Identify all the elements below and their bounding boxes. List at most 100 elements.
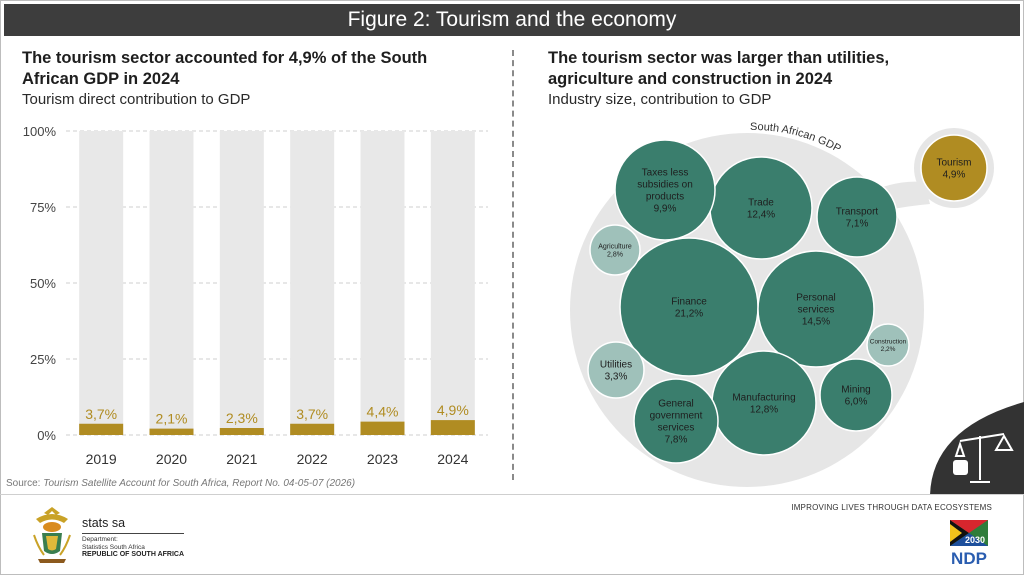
ndp-text: NDP [951,549,987,568]
y-tick-label: 100% [23,124,57,139]
bubble-value-label: 2,2% [881,346,896,353]
y-tick-label: 50% [30,276,56,291]
bar-value-label: 4,4% [367,404,399,420]
bubble-label: Mining [841,385,870,396]
bar-background [290,131,335,435]
x-tick-label: 2020 [156,451,187,467]
x-tick-label: 2021 [226,451,257,467]
tourism-gdp-bar-chart: 0% 25% 50% 75% 100% 3,7% 2019 2,1% 2020 2,3% 2021 3… [23,124,488,467]
bubble-value-label: 9,9% [654,204,677,215]
y-tick-label: 75% [30,200,56,215]
bubble-label: General government services [650,399,703,434]
bubble-label-line: products [646,192,684,203]
right-panel-heading: The tourism sector was larger than utili… [548,49,890,88]
bubble-label-line: Tourism [936,158,971,169]
bar [149,428,194,435]
department-line-1: Department: [82,536,118,543]
bubble [587,341,645,399]
bubble [866,323,910,367]
bubble-value-label: 4,9% [943,170,966,181]
bubble-value-label: 21,2% [675,309,703,320]
left-panel-subheading: Tourism direct contribution to GDP [22,91,251,108]
bubble-value-label: 7,8% [665,435,688,446]
bubble-value-label: 2,8% [607,252,623,259]
scale-icon [954,433,1014,483]
bubble-label: Trade [748,198,774,209]
x-tick-label: 2019 [86,451,117,467]
bubble-label: Personal services [796,293,835,316]
scale-right-pan [994,433,1014,451]
bar [290,423,335,435]
x-tick-label: 2022 [297,451,328,467]
scale-left-pan [954,440,966,457]
logo-rule [82,533,184,534]
bubble [633,378,719,464]
bar-background [79,131,124,435]
bubble-label-line: Mining [841,385,870,396]
bubble-value-label: 3,3% [605,372,628,383]
bar-value-label: 3,7% [85,406,117,422]
bubble-value-label: 7,1% [846,219,869,230]
bar-background [360,131,405,435]
y-tick-label: 25% [30,352,56,367]
x-tick-label: 2023 [367,451,398,467]
department-text: Department: Statistics South Africa [82,536,145,551]
stats-sa-logo: stats sa [82,516,126,530]
bubble-label-line: services [658,423,695,434]
figure-title: Figure 2: Tourism and the economy [4,4,1020,36]
x-tick-label: 2024 [437,451,468,467]
bubble-label-line: government [650,411,703,422]
bar [219,428,264,435]
bubble [816,176,898,258]
bubble-label-line: Construction [870,338,907,345]
y-tick-label: 0% [37,428,56,443]
bar-background [430,131,475,435]
bubble-label: Manufacturing [732,393,795,404]
bubble-label: Utilities [600,360,632,371]
ndp-year: 2030 [965,535,985,545]
bubble-label-line: Transport [836,207,879,218]
bubble [920,134,988,202]
bubble-value-label: 12,8% [750,405,778,416]
scale-beam [959,433,1005,442]
bubble-label-line: Finance [671,297,707,308]
bubble-label: Agriculture [598,243,632,250]
bubble [614,139,716,241]
bubble-label: Construction [870,338,907,345]
bar-value-label: 2,3% [226,410,258,426]
bubble-label: Finance [671,297,707,308]
bubble-label: Tourism [936,158,971,169]
bar [79,423,124,435]
right-panel-subheading: Industry size, contribution to GDP [548,91,772,108]
money-bag-icon [953,460,968,475]
footer-divider [0,494,1024,495]
bubble-label-line: Taxes less [642,168,689,179]
bubble [819,358,893,432]
bubble-value-label: 6,0% [845,397,868,408]
bubble [589,224,641,276]
bar-background [219,131,264,435]
panel-divider [512,50,514,480]
source-text: Tourism Satellite Account for South Afri… [43,478,356,489]
bubble-label-line: Utilities [600,360,632,371]
bubble-label: Taxes less subsidies on products [637,168,693,203]
bar-value-label: 4,9% [437,402,469,418]
bubble-label-line: Agriculture [598,243,632,250]
footer-tagline: IMPROVING LIVES THROUGH DATA ECOSYSTEMS [791,503,992,512]
bubble-value-label: 12,4% [747,210,775,221]
bubble-label-line: Trade [748,198,774,209]
bubble-label-line: Personal [796,293,835,304]
bubble-value-label: 14,5% [802,317,830,328]
coat-of-arms-icon [33,507,71,563]
bubble-label-line: services [798,305,835,316]
source-note: Source: Tourism Satellite Account for So… [6,478,355,489]
left-panel-heading: The tourism sector accounted for 4,9% of… [22,49,428,88]
bubble-label-line: Manufacturing [732,393,795,404]
bar [430,420,475,435]
bubble-label-line: subsidies on [637,180,693,191]
bar-value-label: 3,7% [296,406,328,422]
country-name: REPUBLIC OF SOUTH AFRICA [82,551,185,558]
bar-background [149,131,194,435]
source-label: Source: [6,478,41,489]
